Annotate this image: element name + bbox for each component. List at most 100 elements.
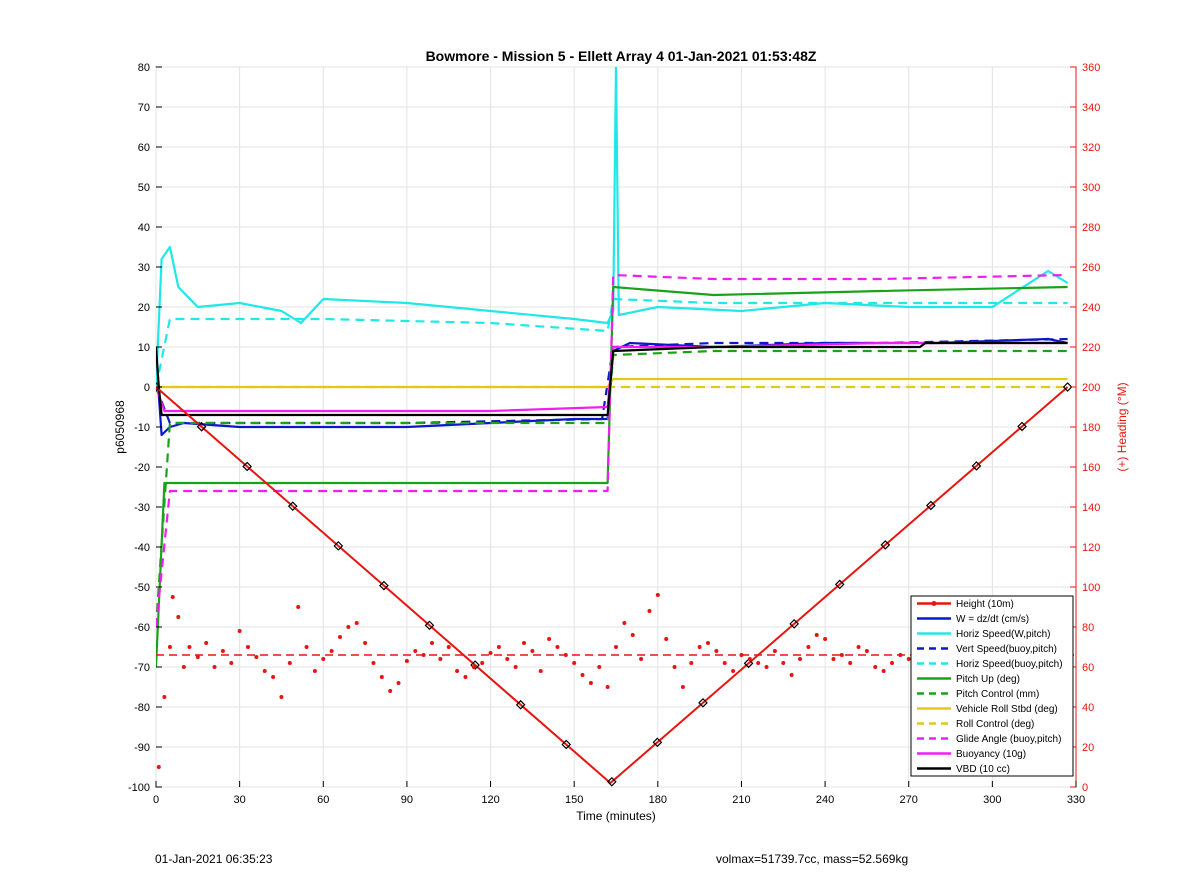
y-right-tick-label: 280 — [1082, 222, 1100, 234]
heading-point — [212, 665, 217, 669]
height-marker — [379, 580, 389, 591]
heading-point — [505, 657, 510, 661]
x-tick-label: 60 — [317, 794, 329, 806]
height-marker — [287, 501, 298, 512]
y-tick-label: 60 — [138, 142, 150, 154]
y-tick-label: 40 — [138, 222, 150, 234]
legend-label-vert-speed-buoy-pitch: Vert Speed(buoy,pitch) — [956, 644, 1057, 655]
y-axis-right: 0 20 40 60 80 100 120 140 160 180 200 220 240 260 280 3… — [1070, 62, 1100, 794]
footer-volmax-mass: volmax=51739.7cc, mass=52.569kg — [716, 852, 909, 866]
heading-point — [588, 681, 593, 685]
y-tick-label: 10 — [138, 342, 150, 354]
heading-point — [739, 653, 744, 657]
heading-point — [655, 593, 660, 597]
heading-point — [421, 653, 426, 657]
heading-point — [430, 641, 434, 645]
heading-point — [279, 695, 284, 699]
footer-timestamp: 01-Jan-2021 06:35:23 — [155, 852, 273, 866]
heading-point — [312, 669, 317, 673]
x-tick-label: 210 — [732, 794, 750, 806]
heading-point — [170, 595, 175, 599]
heading-point — [864, 649, 869, 653]
heading-point — [522, 641, 526, 645]
height-marker — [606, 776, 617, 787]
height-marker — [242, 461, 253, 472]
series-glide-angle-buoy-pitch — [156, 273, 1068, 628]
height-marker — [652, 737, 663, 748]
legend-label-height-10m: Height (10m) — [956, 599, 1014, 610]
y-tick-label: 50 — [138, 182, 150, 194]
x-tick-label: 300 — [983, 794, 1001, 806]
heading-point — [605, 685, 610, 689]
series-pitch-up-deg — [156, 285, 1068, 668]
heading-point — [156, 765, 161, 769]
height-marker — [1017, 421, 1027, 432]
heading-point — [597, 665, 602, 669]
heading-point — [538, 669, 543, 673]
heading-point — [839, 653, 844, 657]
y-right-tick-label: 140 — [1082, 502, 1100, 514]
height-marker — [561, 739, 572, 750]
y-axis-left: -100-90-80-70-60-50-40-30-20-10010203040… — [128, 62, 162, 794]
height-marker — [698, 697, 708, 708]
y-right-tick-label: 0 — [1082, 782, 1088, 794]
heading-point — [271, 675, 276, 679]
heading-point — [404, 659, 409, 663]
legend-label-horiz-speed-w-pitch: Horiz Speed(W,pitch) — [956, 629, 1050, 640]
heading-point — [647, 609, 652, 613]
y-right-tick-label: 260 — [1082, 262, 1100, 274]
heading-point — [873, 665, 878, 669]
y-right-tick-label: 160 — [1082, 462, 1100, 474]
x-tick-label: 180 — [649, 794, 667, 806]
y-right-tick-label: 20 — [1082, 742, 1094, 754]
height-marker — [880, 540, 891, 550]
heading-point — [823, 637, 828, 641]
legend-label-pitch-control-mm: Pitch Control (mm) — [956, 689, 1039, 700]
y-tick-label: 30 — [138, 262, 150, 274]
y-right-tick-label: 100 — [1082, 582, 1100, 594]
heading-point — [167, 645, 172, 649]
y-tick-label: 20 — [138, 302, 150, 314]
heading-point — [789, 673, 794, 677]
heading-point — [689, 661, 694, 665]
y-tick-label: -50 — [134, 582, 150, 594]
heading-point — [856, 645, 861, 649]
heading-point — [346, 625, 351, 629]
heading-point — [764, 665, 769, 669]
heading-point — [229, 661, 234, 665]
heading-point — [220, 649, 225, 653]
heading-point — [413, 649, 418, 653]
heading-point — [714, 649, 719, 653]
heading-point — [237, 629, 242, 633]
y-axis-label-right: (+) Heading (°M) — [1115, 382, 1129, 471]
x-tick-label: 150 — [565, 794, 583, 806]
heading-point — [488, 651, 493, 655]
y-tick-label: 0 — [144, 382, 150, 394]
heading-point — [781, 661, 786, 665]
x-tick-label: 240 — [816, 794, 834, 806]
heading-points — [156, 593, 1076, 769]
heading-point — [329, 649, 334, 653]
heading-point — [246, 645, 250, 649]
x-tick-label: 330 — [1067, 794, 1085, 806]
y-right-tick-label: 180 — [1082, 422, 1100, 434]
heading-point — [176, 615, 181, 619]
y-tick-label: -30 — [134, 502, 150, 514]
series-pitch-control-mm — [156, 349, 1068, 628]
y-right-tick-label: 220 — [1082, 342, 1100, 354]
chart-title: Bowmore - Mission 5 - Ellett Array 4 01-… — [426, 48, 817, 64]
heading-point — [388, 689, 393, 693]
heading-point — [881, 669, 886, 673]
heading-point — [831, 657, 836, 661]
y-right-tick-label: 320 — [1082, 142, 1100, 154]
heading-point — [455, 669, 460, 673]
heading-point — [572, 661, 577, 665]
heading-point — [806, 645, 811, 649]
x-axis-label: Time (minutes) — [576, 809, 656, 823]
heading-point — [463, 675, 468, 679]
heading-point — [890, 661, 894, 665]
legend-box — [910, 595, 1074, 777]
heading-point — [438, 657, 443, 661]
y-right-tick-label: 360 — [1082, 62, 1100, 74]
heading-point — [664, 637, 669, 641]
